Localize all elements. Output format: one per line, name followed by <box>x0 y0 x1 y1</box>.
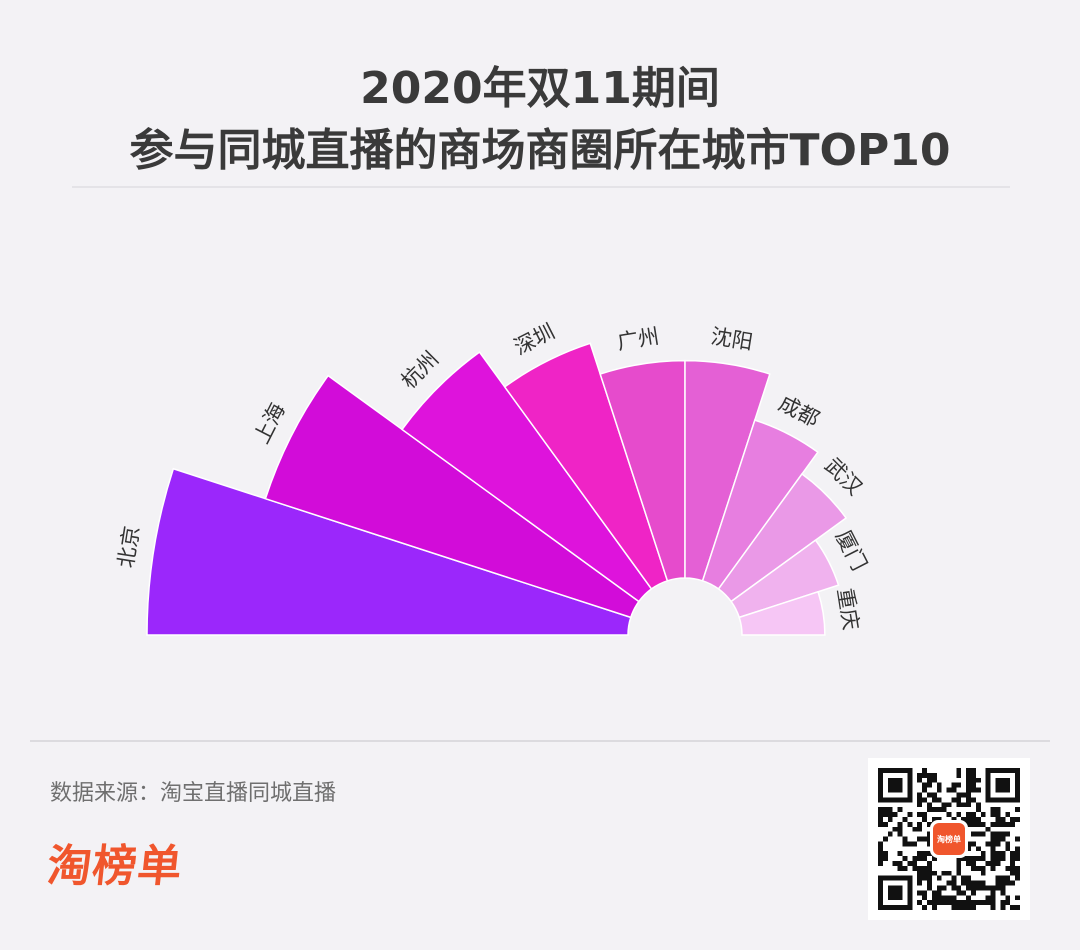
qr-code: 淘榜单 <box>868 758 1030 920</box>
rose-slice-label: 北京 <box>114 524 144 569</box>
rose-slice-1 <box>146 467 632 636</box>
data-source: 数据来源：淘宝直播同城直播 <box>50 781 337 806</box>
qr-code-icon <box>878 768 1020 910</box>
rose-slice-7 <box>701 419 819 590</box>
qr-logo-badge: 淘榜单 <box>930 820 968 858</box>
rose-slice-6 <box>684 359 771 582</box>
rose-slice-label: 杭州 <box>397 347 444 394</box>
footer-divider <box>30 740 1050 742</box>
title-divider <box>72 186 1010 188</box>
rose-slice-label: 深圳 <box>510 319 558 359</box>
rose-slice-label: 厦门 <box>831 526 871 574</box>
chart-title: 2020年双11期间 参与同城直播的商场商圈所在城市TOP10 <box>0 58 1080 182</box>
rose-slice-label: 广州 <box>616 324 661 354</box>
rose-slice-2 <box>264 374 640 619</box>
rose-slice-5 <box>599 359 686 582</box>
rose-slice-label: 沈阳 <box>709 324 754 354</box>
rose-slice-label: 成都 <box>775 391 823 431</box>
chart-title-line-2: 参与同城直播的商场商圈所在城市TOP10 <box>129 125 951 176</box>
rose-slice-10 <box>738 590 826 636</box>
rose-slice-4 <box>503 342 669 590</box>
rose-slice-8 <box>717 472 848 603</box>
rose-slice-label: 武汉 <box>820 453 867 500</box>
brand-logo: 淘榜单 <box>44 841 186 892</box>
rose-slice-3 <box>401 351 653 603</box>
rose-slice-label: 重庆 <box>833 587 863 632</box>
chart-title-line-1: 2020年双11期间 <box>360 63 720 114</box>
qr-logo-text: 淘榜单 <box>933 823 965 855</box>
rose-slice-9 <box>730 539 840 619</box>
rose-slice-label: 上海 <box>249 399 289 447</box>
